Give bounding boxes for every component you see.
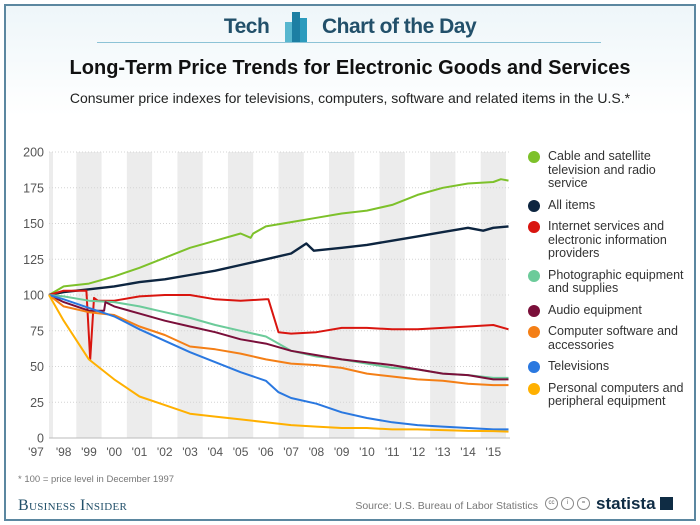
- brand-right: Chart of the Day: [321, 15, 477, 38]
- legend-item[interactable]: Televisions: [528, 359, 693, 374]
- legend-item[interactable]: Internet services and electronic informa…: [528, 219, 693, 261]
- legend-dot-icon: [528, 304, 540, 317]
- x-tick-label: '04: [207, 445, 223, 459]
- year-band: [278, 152, 304, 438]
- x-tick-label: '15: [485, 445, 501, 459]
- y-tick-label: 175: [23, 181, 44, 195]
- x-tick-label: '09: [334, 445, 350, 459]
- x-tick-label: '97: [28, 445, 44, 459]
- series-line-7: [48, 294, 509, 431]
- legend-dot-icon: [528, 361, 540, 373]
- statista-icon: [659, 497, 673, 510]
- series-line-5: [48, 294, 509, 381]
- source-text: Source: U.S. Bureau of Labor Statistics: [355, 500, 538, 512]
- brand-header: Tech Chart of the Day: [0, 12, 700, 42]
- y-tick-label: 125: [23, 253, 44, 267]
- y-tick-label: 200: [23, 146, 44, 160]
- legend-label: All items: [548, 197, 596, 212]
- x-tick-label: '13: [435, 445, 451, 459]
- series-line-3: [48, 289, 509, 361]
- legend-item[interactable]: Computer software and accessories: [528, 324, 693, 352]
- chart-subtitle: Consumer price indexes for televisions, …: [69, 90, 631, 106]
- statista-wordmark: statista: [596, 494, 656, 513]
- chart-title: Long-Term Price Trends for Electronic Go…: [69, 57, 631, 79]
- series-line-8: [48, 294, 509, 433]
- legend-label: Televisions: [548, 359, 610, 373]
- header-divider: [97, 42, 601, 43]
- business-insider-logo: Business Insider: [18, 497, 128, 514]
- legend-label: Computer software and accessories: [548, 324, 678, 352]
- x-tick-label: '02: [157, 445, 173, 459]
- series-line-6: [48, 294, 509, 387]
- y-tick-label: 75: [30, 324, 44, 338]
- legend-dot-icon: [528, 221, 540, 233]
- year-band: [379, 152, 405, 438]
- legend-dot-icon: [528, 151, 540, 163]
- brand-left: Tech: [223, 15, 270, 38]
- footnote: * 100 = price level in December 1997: [18, 474, 175, 485]
- x-tick-label: '12: [410, 445, 426, 459]
- y-tick-label: 50: [30, 360, 44, 374]
- legend-label: Internet services and electronic informa…: [548, 219, 667, 260]
- statista-logo[interactable]: statista: [596, 494, 673, 514]
- series-line-2: [48, 225, 509, 297]
- license-icons[interactable]: cc i =: [545, 497, 590, 510]
- legend-label: Personal computers and peripheral equipm…: [548, 380, 684, 408]
- legend-label: Audio equipment: [548, 302, 642, 317]
- cc-icon[interactable]: cc: [545, 497, 558, 510]
- x-tick-label: '99: [81, 445, 97, 459]
- x-tick-label: '98: [56, 445, 72, 459]
- y-tick-label: 150: [23, 217, 44, 231]
- x-tick-label: '05: [233, 445, 249, 459]
- year-band: [329, 152, 355, 438]
- legend: Cable and satellite television and radio…: [528, 149, 693, 417]
- x-tick-label: '08: [309, 445, 325, 459]
- x-tick-label: '14: [460, 445, 476, 459]
- legend-dot-icon: [528, 326, 540, 338]
- y-tick-label: 100: [23, 289, 44, 303]
- x-tick-label: '01: [132, 445, 148, 459]
- year-band: [227, 152, 254, 438]
- series-line-1: [48, 178, 509, 296]
- x-tick-label: '10: [359, 445, 375, 459]
- legend-label: Photographic equipment and supplies: [548, 267, 684, 295]
- legend-dot-icon: [528, 382, 540, 395]
- legend-item[interactable]: Photographic equipment and supplies: [528, 267, 693, 296]
- legend-item[interactable]: Cable and satellite television and radio…: [528, 149, 693, 191]
- x-tick-label: '03: [182, 445, 198, 459]
- x-tick-label: '11: [385, 445, 400, 459]
- x-tick-label: '06: [258, 445, 274, 459]
- legend-item[interactable]: Audio equipment: [528, 302, 693, 318]
- legend-label: Cable and satellite television and radio…: [548, 149, 656, 190]
- attribution-icon[interactable]: i: [561, 497, 574, 510]
- x-tick-label: '00: [106, 445, 122, 459]
- no-derivatives-icon[interactable]: =: [577, 497, 590, 510]
- legend-dot-icon: [528, 199, 540, 212]
- x-tick-label: '07: [283, 445, 299, 459]
- legend-item[interactable]: Personal computers and peripheral equipm…: [528, 380, 693, 409]
- y-tick-label: 0: [37, 432, 44, 446]
- legend-item[interactable]: All items: [528, 197, 693, 213]
- y-tick-label: 25: [30, 396, 44, 410]
- bar-chart-logo-icon: [284, 12, 307, 42]
- legend-dot-icon: [528, 269, 540, 282]
